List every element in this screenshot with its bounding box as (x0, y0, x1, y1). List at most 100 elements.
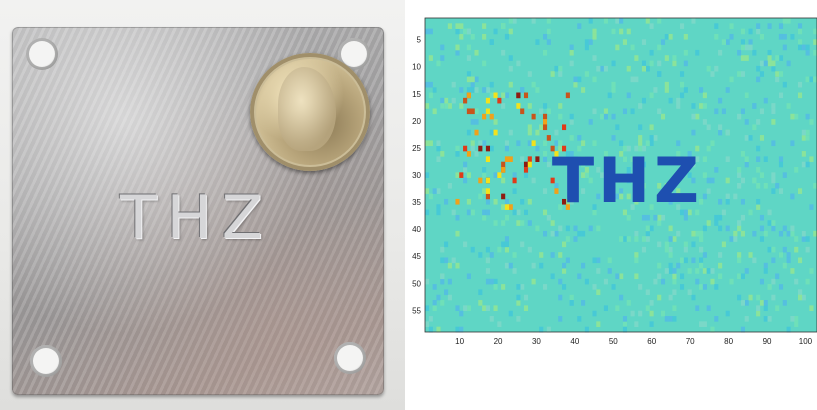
heatmap-cell (649, 321, 654, 327)
heatmap-cell (737, 71, 742, 77)
heatmap-cell (725, 310, 730, 317)
heatmap-cell (664, 316, 669, 322)
heatmap-cell (759, 172, 765, 178)
heatmap-cell (771, 294, 776, 301)
heatmap-cell (531, 113, 536, 120)
heatmap-cell (714, 214, 719, 221)
heatmap-cell (482, 87, 487, 93)
heatmap-cell (558, 145, 563, 152)
heatmap-cell (584, 39, 589, 45)
heatmap-cell (759, 60, 765, 67)
heatmap-cell (782, 300, 787, 306)
y-tick-label: 15 (412, 90, 421, 99)
heatmap-cell (797, 294, 803, 301)
heatmap-cell (482, 209, 487, 216)
heatmap-cell (596, 321, 601, 327)
heatmap-cell (474, 108, 479, 115)
heatmap-cell (699, 198, 704, 205)
heatmap-cell (805, 161, 810, 168)
heatmap-cell (759, 108, 765, 115)
heatmap-cell (493, 198, 498, 205)
heatmap-cell (428, 326, 433, 333)
heatmap-cell (660, 310, 666, 317)
heatmap-cell (771, 188, 776, 194)
heatmap-cell (744, 135, 749, 141)
heatmap-cell (592, 33, 597, 40)
heatmap-cell (763, 268, 768, 274)
heatmap-cell (778, 55, 784, 61)
heatmap-cell (554, 65, 559, 72)
heatmap-cell (577, 135, 582, 141)
heatmap-cell (504, 241, 510, 248)
heatmap-cell (542, 284, 548, 290)
heatmap-cell (664, 81, 669, 88)
heatmap-cell (622, 326, 628, 333)
heatmap-cell (542, 188, 548, 194)
heatmap-cell (695, 49, 700, 56)
heatmap-cell (523, 294, 529, 301)
heatmap-cell (660, 39, 666, 45)
heatmap-cell (744, 156, 749, 162)
heatmap-cell (569, 119, 574, 125)
heatmap-cell (428, 193, 433, 200)
heatmap-cell (600, 172, 605, 178)
heatmap-cell (569, 198, 574, 205)
heatmap-cell (657, 60, 662, 67)
heatmap-cell (668, 225, 673, 232)
heatmap-cell (432, 108, 437, 115)
heatmap-cell (592, 257, 597, 264)
heatmap-cell (763, 230, 768, 237)
heatmap-cell (485, 278, 490, 285)
heatmap-cell (668, 316, 673, 322)
heatmap-cell (797, 39, 803, 45)
heatmap-cell (565, 198, 570, 205)
heatmap-cell (542, 113, 548, 120)
heatmap-cell (809, 119, 814, 125)
heatmap-cell (542, 33, 548, 40)
heatmap-cell (771, 278, 776, 285)
heatmap-cell (740, 300, 745, 306)
heatmap-cell (512, 268, 517, 274)
heatmap-cell (542, 124, 548, 131)
heatmap-cell (436, 140, 441, 147)
heatmap-cell (645, 140, 650, 147)
heatmap-cell (485, 257, 490, 264)
heatmap-cell (626, 145, 631, 152)
heatmap-cell (718, 49, 723, 56)
heatmap-cell (805, 135, 810, 141)
heatmap-cell (527, 246, 532, 253)
heatmap-cell (520, 284, 525, 290)
y-tick-label: 55 (412, 306, 421, 315)
heatmap-cell (485, 198, 490, 205)
heatmap-cell (573, 172, 578, 178)
heatmap-cell (531, 18, 536, 24)
heatmap-cell (501, 23, 506, 29)
heatmap-cell (508, 81, 513, 88)
heatmap-cell (565, 225, 570, 232)
mounting-hole-bottom-right (334, 342, 366, 374)
heatmap-cell (805, 129, 810, 136)
heatmap-cell (767, 23, 772, 29)
heatmap-cell (695, 113, 700, 120)
heatmap-cell (683, 257, 688, 264)
heatmap-cell (672, 236, 677, 242)
heatmap-cell (801, 151, 806, 157)
heatmap-cell (459, 326, 464, 333)
heatmap-cell (668, 33, 673, 40)
heatmap-cell (546, 214, 551, 221)
x-tick-label: 20 (494, 337, 503, 346)
heatmap-cell (630, 204, 635, 210)
heatmap-cell (638, 284, 643, 290)
heatmap-cell (797, 92, 803, 99)
heatmap-cell (626, 92, 631, 99)
heatmap-cell (759, 236, 765, 242)
y-tick-label: 40 (412, 225, 421, 234)
heatmap-cell (622, 209, 628, 216)
heatmap-cell (562, 268, 567, 274)
heatmap-cell (668, 246, 673, 253)
heatmap-cell (756, 167, 761, 173)
heatmap-cell (763, 262, 768, 269)
heatmap-cell (649, 310, 654, 317)
heatmap-cell (581, 156, 586, 162)
thz-image-heatmap: THZ 10 20 30 40 50 60 70 80 90 100 5 10 15 20 25 30 35 40 4… (405, 0, 817, 410)
